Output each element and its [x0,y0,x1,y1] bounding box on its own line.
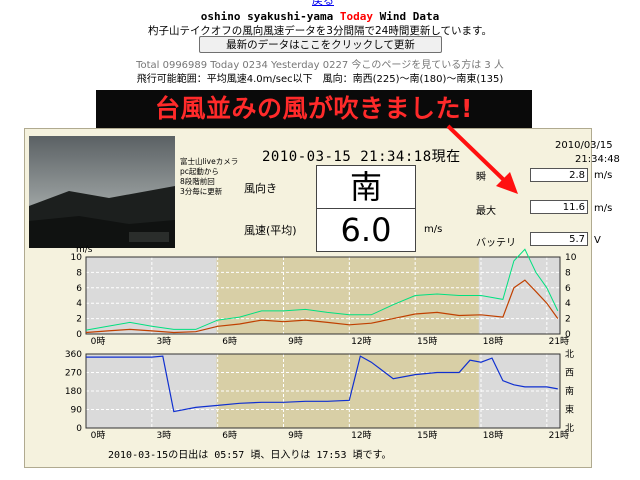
right-panel-date: 2010/03/15 [555,140,613,151]
max-label: 最大 [476,206,496,217]
max-unit: m/s [594,203,613,214]
x-tick-label: 9時 [288,336,303,347]
x-tick-label: 6時 [222,430,237,441]
gust-value: 2.8 [530,168,588,182]
camera-caption-line: pc起動から [180,167,219,176]
direction-line [86,355,558,413]
x-tick-label: 18時 [483,336,503,347]
flight-range-info: 飛行可能範囲：平均風速4.0m/sec以下 風向：南西(225)～南(180)～… [136,74,504,85]
battery-label: バッテリ [476,238,516,249]
x-tick-label: 15時 [417,430,437,441]
daylight-band [216,257,479,334]
gust-unit: m/s [594,170,613,181]
y-tick-label-right: 10 [565,253,577,263]
x-tick-label: 12時 [351,430,371,441]
y-tick-label-right: 6 [565,284,571,294]
gust-label: 瞬 [476,172,486,183]
x-tick-label: 3時 [156,430,171,441]
camera-caption-line: 富士山liveカメラ [180,157,239,166]
title-prefix: oshino syakushi-yama [200,10,340,23]
y-tick-label: 2 [76,315,82,325]
x-tick-label: 15時 [417,336,437,347]
page-subtitle: 杓子山テイクオフの風向風速データを3分間隔で24時間更新しています。 [148,25,492,37]
battery-unit: V [594,235,601,246]
x-tick-label: 3時 [156,336,171,347]
y-tick-label: 270 [65,369,82,379]
fuji-live-camera-image[interactable] [29,136,175,248]
compass-label: 東 [565,404,574,416]
y-tick-label: 0 [76,330,82,340]
y-tick-label: 360 [65,350,82,360]
typhoon-banner: 台風並みの風が吹きました! [96,90,532,128]
y-tick-label: 4 [76,299,82,309]
y-tick-label: 0 [76,424,82,434]
battery-value: 5.7 [530,232,588,246]
x-tick-label: 21時 [549,430,569,441]
x-tick-label: 0時 [91,430,106,441]
x-tick-label: 18時 [483,430,503,441]
x-tick-label: 0時 [91,336,106,347]
x-tick-label: 21時 [549,336,569,347]
plot-frame [85,353,561,429]
title-today: Today [339,10,373,23]
right-panel-time: 21:34:48 [575,154,620,165]
refresh-button[interactable]: 最新のデータはここをクリックして更新 [199,36,442,53]
compass-label: 西 [565,368,574,379]
speed-label: 風速(平均) [244,224,297,237]
camera-caption-line: 3分毎に更新 [180,187,223,196]
sunrise-sunset-info: 2010-03-15の日出は 05:57 頃、日入りは 17:53 頃です。 [108,450,392,461]
compass-label: 北 [565,349,574,360]
x-tick-label: 12時 [351,336,371,347]
access-counter: Total 0996989 Today 0234 Yesterday 0227 … [136,60,504,71]
max-speed-line [85,248,559,331]
direction-label: 風向き [244,182,277,195]
y-tick-label: 10 [71,253,83,263]
y-tick-label-right: 8 [565,268,571,278]
back-link[interactable]: 戻る [312,0,334,7]
camera-scene [29,136,175,248]
y-tick-label-right: 0 [565,330,571,340]
page-title: oshino syakushi-yama Today Wind Data [0,10,640,23]
plot-frame [85,256,561,335]
speed-value: 6.0 [316,208,416,252]
speed-unit: m/s [424,224,443,235]
y-tick-label: 8 [76,268,82,278]
title-suffix: Wind Data [372,10,440,23]
y-tick-label: 180 [65,387,82,397]
x-tick-label: 9時 [288,430,303,441]
y-unit-label: m/s [76,245,93,255]
avg-speed-line [85,279,559,334]
max-value: 11.6 [530,200,588,214]
compass-label: 南 [565,385,574,397]
compass-label: 北 [565,423,574,434]
camera-caption: 富士山liveカメラ pc起動から 8段階前回 3分毎に更新 [180,157,240,197]
y-tick-label: 90 [71,406,83,416]
current-datetime: 2010-03-15 21:34:18現在 [262,149,461,165]
y-tick-label-right: 2 [565,315,571,325]
camera-caption-line: 8段階前回 [180,177,215,186]
x-tick-label: 6時 [222,336,237,347]
y-tick-label: 6 [76,284,82,294]
red-arrow-icon [446,124,518,194]
y-tick-label-right: 4 [565,299,571,309]
